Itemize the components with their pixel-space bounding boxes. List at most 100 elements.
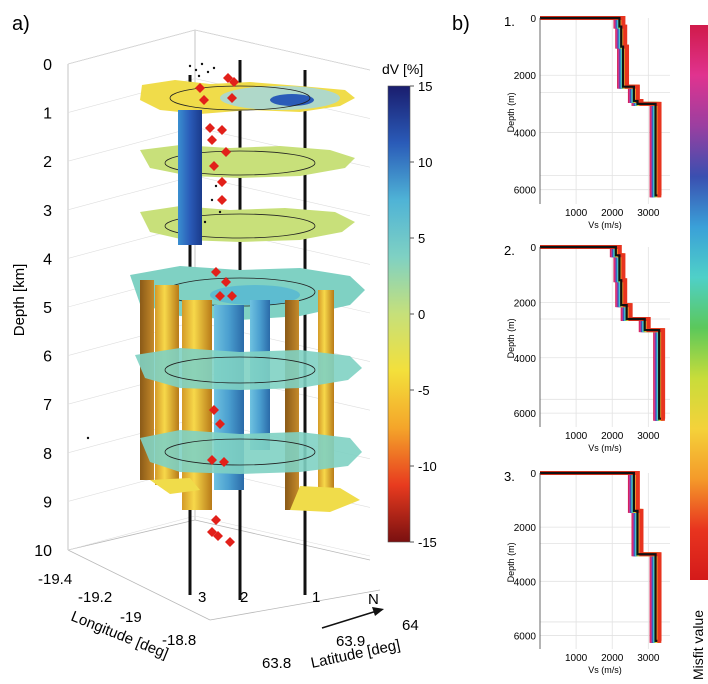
earthquake-marker: [229, 77, 239, 87]
dv-tick-label: 5: [418, 231, 425, 246]
depth-gridline: [67, 175, 196, 211]
earthquake-marker: [225, 537, 235, 547]
ensemble-profile: [540, 16, 654, 198]
ensemble-profile: [540, 245, 658, 421]
earthquake-marker: [221, 277, 231, 287]
earthquake-marker: [221, 147, 231, 157]
ensemble-profile: [540, 16, 661, 198]
station-label: 1: [312, 589, 320, 606]
depth-tick-label: 4: [43, 251, 52, 268]
velocity-profiles: 1. 0 2000 4000 6000 1000 2000 3000 Vs (m/s) Depth…: [504, 14, 670, 675]
earthquake-marker: [205, 123, 215, 133]
ensemble-profile: [540, 16, 656, 198]
profile-ylabel: Depth (m): [506, 542, 516, 582]
longitude-tick-label: -19.4: [38, 571, 72, 588]
earthquake-marker: [195, 83, 205, 93]
misfit-colorbar: Misfit value: [690, 25, 708, 680]
ensemble-profile: [540, 245, 664, 421]
slice-depth-3: [140, 206, 355, 242]
ensemble-profile: [540, 245, 666, 421]
column-brown-right: [285, 300, 299, 510]
station-labels: 3 2 1: [198, 589, 320, 606]
profile-y-tick: 6000: [514, 631, 537, 642]
ensemble-profile: [540, 16, 662, 198]
profile-y-tick: 4000: [514, 128, 537, 139]
column-deep-blue: [178, 110, 202, 245]
ensemble-profile: [540, 16, 660, 198]
ensemble-profile: [540, 16, 660, 198]
station-label: 3: [198, 589, 206, 606]
dv-tick-label: 10: [418, 155, 432, 170]
latitude-tick-label: 63.8: [262, 655, 291, 672]
depth-tick-label: 0: [43, 57, 52, 74]
best-fit-profile: [540, 471, 658, 642]
station-label: 2: [240, 589, 248, 606]
depth-gridline: [67, 515, 196, 551]
ensemble-profile: [540, 245, 659, 421]
ensemble-profile: [540, 245, 665, 421]
depth-gridline: [194, 515, 371, 557]
longitude-tick-label: -19.2: [78, 589, 112, 606]
longitude-tick-label: -18.8: [162, 632, 196, 649]
ensemble-profile: [540, 16, 655, 198]
profile-y-tick: 6000: [514, 186, 537, 197]
depth-tick-label: 3: [43, 203, 52, 220]
slice-depth-8-yellow: [290, 486, 360, 512]
earthquake-marker: [207, 135, 217, 145]
earthquake-marker: [217, 125, 227, 135]
profile-x-tick: 2000: [601, 653, 624, 664]
best-fit-profile: [540, 16, 658, 197]
ensemble-profile: [540, 471, 662, 643]
profile-x-tick: 1000: [565, 431, 588, 442]
ensemble-profile: [540, 245, 663, 421]
profile-subplot-1: 1. 0 2000 4000 6000 1000 2000 3000 Vs (m/s) Depth…: [504, 14, 670, 230]
misfit-colorbar-title: Misfit value: [690, 610, 706, 680]
profile-xlabel: Vs (m/s): [588, 443, 622, 453]
dv-tick-label: -10: [418, 459, 437, 474]
profile-y-tick: 4000: [514, 577, 537, 588]
earthquake-marker: [209, 405, 219, 415]
profile-number: 2.: [504, 243, 515, 258]
depth-tick-label: 8: [43, 446, 52, 463]
earthquake-marker: [207, 455, 217, 465]
ensemble-profile: [540, 471, 660, 643]
ensemble-profile: [540, 16, 658, 198]
earthquake-marker: [209, 161, 219, 171]
profile-number: 3.: [504, 469, 515, 484]
profile-y-tick: 0: [530, 14, 536, 25]
ensemble-profile: [540, 16, 657, 198]
profile-subplot-2: 2. 0 2000 4000 6000 1000 2000 3000 Vs (m/s) Depth…: [504, 243, 670, 453]
earthquake-marker: [199, 95, 209, 105]
panel-b-label: b): [452, 13, 470, 35]
slice-depth-8: [140, 430, 362, 474]
depth-tick-label: 9: [43, 494, 52, 511]
slice-depth-6-5: [135, 348, 362, 390]
ensemble-profile: [540, 245, 658, 421]
profile-x-tick: 3000: [637, 208, 660, 219]
profile-subplot-3: 3. 0 2000 4000 6000 1000 2000 3000 Vs (m/s) Depth…: [504, 469, 670, 675]
slice-1-anomaly-deep: [270, 94, 314, 106]
profile-xlabel: Vs (m/s): [588, 665, 622, 675]
slice-depth-2: [140, 145, 355, 178]
slice-1-ring: [169, 85, 311, 111]
depth-axis-title: Depth [km]: [11, 264, 28, 337]
slice-5-ring: [164, 356, 316, 384]
profile-y-tick: 2000: [514, 71, 537, 82]
latitude-tick-labels: 63.8 63.9 64: [262, 617, 419, 672]
ensemble-profile: [540, 245, 661, 421]
earthquake-marker: [217, 177, 227, 187]
depth-gridline: [194, 29, 371, 71]
profile-y-tick: 4000: [514, 354, 537, 365]
depth-tick-label: 1: [43, 106, 52, 123]
profile-y-tick: 2000: [514, 523, 537, 534]
depth-tick-label: 6: [43, 349, 52, 366]
latitude-tick-label: 63.9: [336, 633, 365, 650]
profile-y-tick: 0: [530, 469, 536, 480]
dv-tick-label: -5: [418, 383, 430, 398]
profile-number: 1.: [504, 14, 515, 29]
dv-colorbar-title: dV [%]: [382, 61, 423, 77]
depth-tick-label: 5: [43, 300, 52, 317]
earthquake-dots: [86, 62, 222, 440]
profile-y-tick: 2000: [514, 298, 537, 309]
earthquake-markers: [195, 73, 239, 547]
